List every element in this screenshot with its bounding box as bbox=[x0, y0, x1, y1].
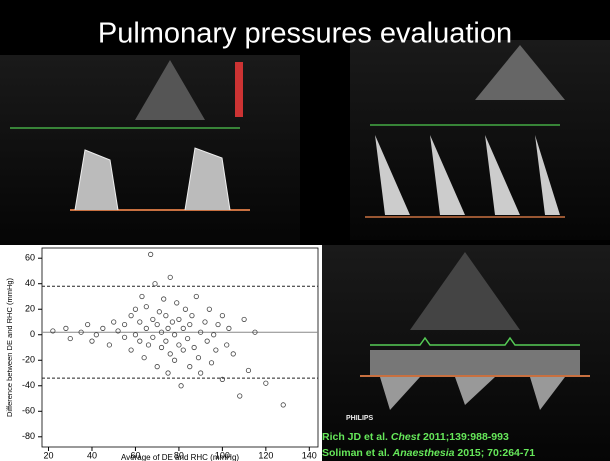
y-tick-label: 40 bbox=[25, 278, 35, 288]
y-tick-label: 0 bbox=[30, 329, 35, 339]
echo-bottom-right: PHILIPS bbox=[322, 245, 610, 461]
x-axis-label: Average of DE and RHC (mmHg) bbox=[121, 453, 239, 461]
slide-title: Pulmonary pressures evaluation bbox=[98, 18, 512, 50]
reference: Rich JD et al. Chest 2011;139:988-993 bbox=[322, 431, 509, 443]
x-tick-label: 40 bbox=[87, 450, 97, 460]
echo-top-right bbox=[350, 40, 610, 240]
y-tick-label: -60 bbox=[22, 406, 35, 416]
ref-journal: Anaesthesia bbox=[392, 447, 455, 459]
y-tick-label: 60 bbox=[25, 253, 35, 263]
ref-details: 2015; 70:264-71 bbox=[457, 447, 535, 459]
slide-canvas: PHILIPS -80-60-40-2002040602040608010012… bbox=[0, 0, 610, 461]
x-tick-label: 140 bbox=[302, 450, 317, 460]
y-tick-label: 20 bbox=[25, 304, 35, 314]
reference: Soliman et al. Anaesthesia 2015; 70:264-… bbox=[322, 447, 535, 459]
slide: PHILIPS -80-60-40-2002040602040608010012… bbox=[0, 0, 610, 461]
echo-top-left bbox=[0, 55, 300, 245]
device-label: PHILIPS bbox=[346, 415, 374, 422]
plot-panel bbox=[0, 245, 322, 461]
y-tick-label: -80 bbox=[22, 431, 35, 441]
y-tick-label: -20 bbox=[22, 355, 35, 365]
ref-authors: Rich JD et al. bbox=[322, 431, 388, 443]
y-tick-label: -40 bbox=[22, 380, 35, 390]
x-tick-label: 120 bbox=[258, 450, 273, 460]
x-tick-label: 20 bbox=[44, 450, 54, 460]
ref-details: 2011;139:988-993 bbox=[423, 431, 509, 443]
y-axis-label: Difference between DE and RHC (mmHg) bbox=[5, 277, 14, 417]
ref-authors: Soliman et al. bbox=[322, 447, 390, 459]
ref-journal: Chest bbox=[391, 431, 421, 443]
